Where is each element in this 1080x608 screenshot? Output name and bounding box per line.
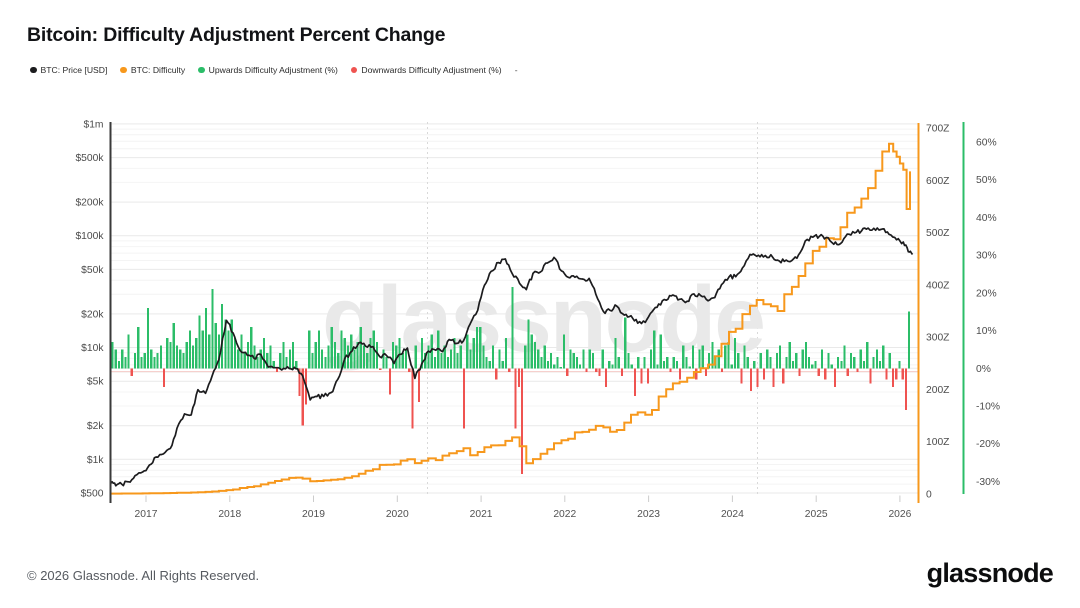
svg-text:$100k: $100k xyxy=(75,231,104,242)
svg-text:$5k: $5k xyxy=(87,377,104,388)
svg-text:40%: 40% xyxy=(976,213,997,224)
svg-text:30%: 30% xyxy=(976,251,997,262)
svg-text:-10%: -10% xyxy=(976,402,1000,413)
glassnode-logo: glassnode xyxy=(926,558,1054,588)
grid xyxy=(110,123,918,494)
svg-text:0%: 0% xyxy=(976,364,991,375)
svg-text:$10k: $10k xyxy=(81,343,104,354)
difficulty-axis-labels: 700Z 600Z 500Z 400Z 300Z 200Z 100Z 0 xyxy=(926,123,949,500)
legend-item-upwards-adjustment[interactable]: Upwards Difficulty Adjustment (%) xyxy=(198,65,338,75)
page-title: Bitcoin: Difficulty Adjustment Percent C… xyxy=(27,24,446,46)
svg-text:$2k: $2k xyxy=(87,421,104,432)
svg-text:-30%: -30% xyxy=(976,477,1000,488)
watermark: glassnode xyxy=(322,267,766,371)
x-axis-labels: 2017 2018 2019 2020 2021 2022 2023 2024 2025 2026 xyxy=(135,495,912,520)
price-axis-labels: $1m $500k $200k $100k $50k $20k $10k $5k $2k $1k $… xyxy=(75,119,104,499)
svg-text:-20%: -20% xyxy=(976,439,1000,450)
svg-text:2023: 2023 xyxy=(637,509,660,520)
legend-label-btc-difficulty: BTC: Difficulty xyxy=(130,65,186,75)
svg-text:2020: 2020 xyxy=(386,509,409,520)
legend-label-upwards-adjustment: Upwards Difficulty Adjustment (%) xyxy=(208,65,338,75)
svg-text:500Z: 500Z xyxy=(926,228,949,239)
copyright-text: © 2026 Glassnode. All Rights Reserved. xyxy=(27,568,260,583)
svg-text:2018: 2018 xyxy=(218,509,241,520)
difficulty-line-series xyxy=(110,142,911,495)
svg-text:2024: 2024 xyxy=(721,509,744,520)
svg-text:$20k: $20k xyxy=(81,309,104,320)
svg-text:$1m: $1m xyxy=(83,119,103,130)
svg-text:2019: 2019 xyxy=(302,509,325,520)
legend-label-downwards-adjustment: Downwards Difficulty Adjustment (%) xyxy=(361,65,502,75)
svg-text:20%: 20% xyxy=(976,288,997,299)
svg-text:60%: 60% xyxy=(976,137,997,148)
svg-text:400Z: 400Z xyxy=(926,280,949,291)
price-line-series xyxy=(110,227,914,487)
svg-text:$500k: $500k xyxy=(75,153,104,164)
svg-text:300Z: 300Z xyxy=(926,333,949,344)
legend-label-btc-price: BTC: Price [USD] xyxy=(40,65,108,75)
svg-text:2025: 2025 xyxy=(805,509,828,520)
svg-text:700Z: 700Z xyxy=(926,123,949,134)
svg-text:10%: 10% xyxy=(976,326,997,337)
percent-axis-labels: 60% 50% 40% 30% 20% 10% 0% -10% -20% -30% xyxy=(976,137,1000,487)
svg-text:$500: $500 xyxy=(81,489,104,500)
svg-text:glassnode: glassnode xyxy=(322,267,764,371)
legend-item-extra: - xyxy=(515,65,518,75)
svg-text:$200k: $200k xyxy=(75,198,104,209)
svg-text:2017: 2017 xyxy=(135,509,158,520)
svg-text:200Z: 200Z xyxy=(926,385,949,396)
difficulty-dot-icon xyxy=(120,66,127,74)
svg-text:$1k: $1k xyxy=(87,455,104,466)
svg-text:0: 0 xyxy=(926,490,932,501)
legend-item-btc-difficulty[interactable]: BTC: Difficulty xyxy=(120,65,185,75)
axis-lines xyxy=(109,122,965,503)
upwards-dot-icon xyxy=(198,66,205,74)
svg-text:2026: 2026 xyxy=(888,509,911,520)
legend-label-extra: - xyxy=(514,65,518,75)
svg-text:2022: 2022 xyxy=(553,509,576,520)
svg-text:600Z: 600Z xyxy=(926,176,949,187)
svg-text:50%: 50% xyxy=(976,175,997,186)
legend-item-downwards-adjustment[interactable]: Downwards Difficulty Adjustment (%) xyxy=(350,65,502,75)
downwards-dot-icon xyxy=(350,66,358,74)
chart-legend: BTC: Price [USD] BTC: Difficulty Upwards… xyxy=(30,65,518,75)
svg-text:$50k: $50k xyxy=(81,265,104,276)
svg-text:100Z: 100Z xyxy=(926,437,949,448)
halving-markers xyxy=(427,122,758,494)
legend-item-btc-price[interactable]: BTC: Price [USD] xyxy=(30,65,107,75)
svg-text:2021: 2021 xyxy=(470,509,493,520)
price-dot-icon xyxy=(30,66,37,74)
